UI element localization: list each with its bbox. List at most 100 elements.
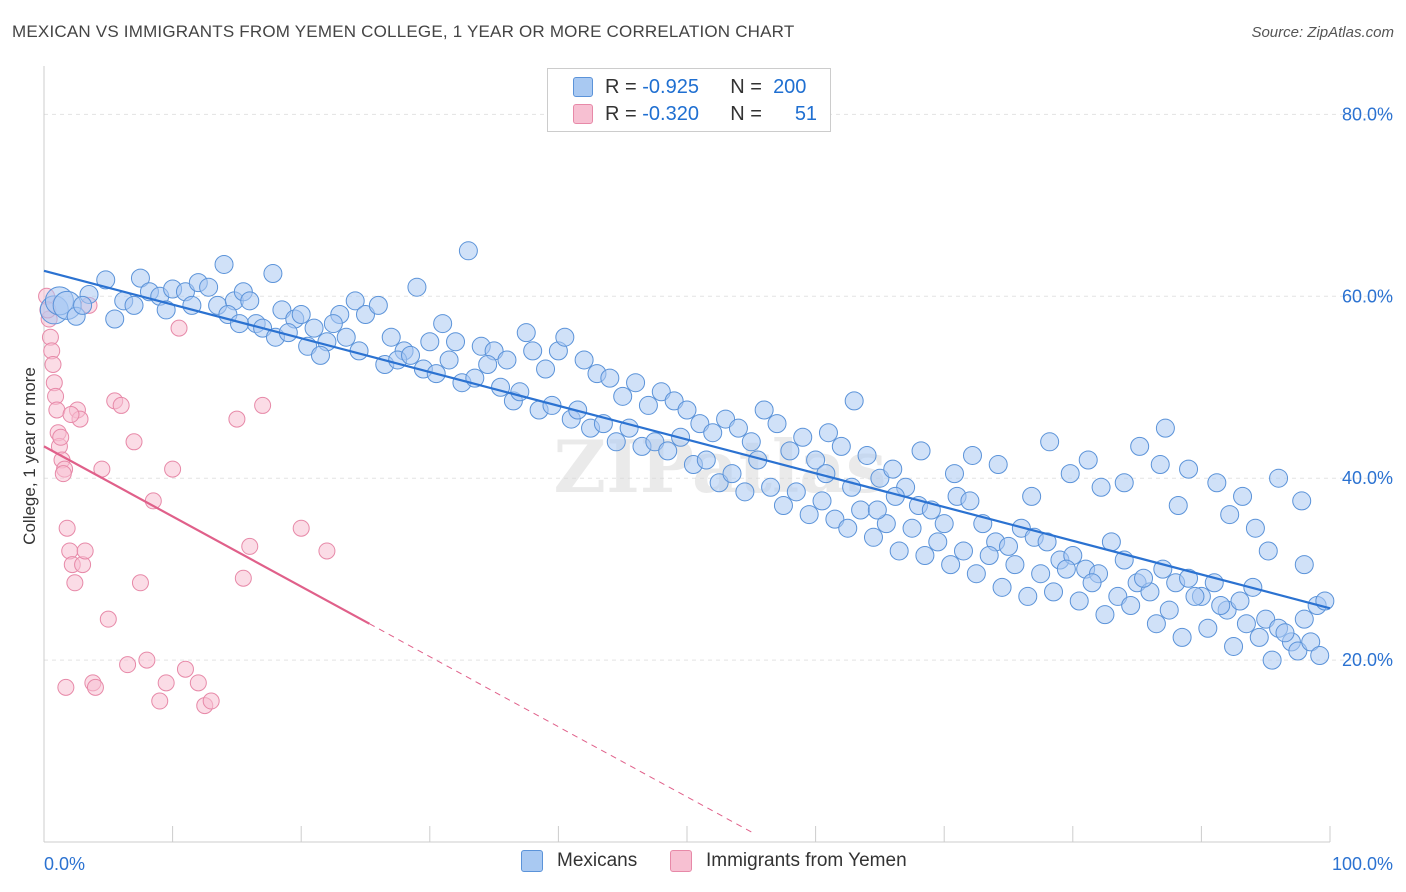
mexican-point	[1018, 586, 1038, 606]
mexican-point	[613, 386, 633, 406]
legend-item-mexicans: Mexicans	[521, 850, 637, 872]
mexican-point	[1159, 600, 1179, 620]
mexican-point	[1168, 495, 1188, 515]
mexican-point	[988, 455, 1008, 475]
legend-row-mexicans: R = -0.925 N = 200	[573, 74, 806, 100]
yemen-point	[44, 356, 62, 373]
mexican-point	[883, 459, 903, 479]
mexican-point	[953, 541, 973, 561]
yemen-point	[125, 433, 143, 451]
yemen-point	[57, 678, 75, 696]
mexican-point	[1031, 564, 1051, 584]
mexican-point	[214, 254, 234, 274]
mexican-point	[1294, 609, 1314, 629]
yemen-point	[157, 674, 175, 692]
mexican-point	[735, 482, 755, 502]
mexican-point	[992, 577, 1012, 597]
yemen-point	[138, 651, 156, 669]
mexican-point	[156, 300, 176, 320]
yemen-point	[241, 537, 259, 555]
mexican-point	[105, 309, 125, 329]
chart-title: MEXICAN VS IMMIGRANTS FROM YEMEN COLLEGE…	[12, 22, 795, 41]
mexican-point	[304, 318, 324, 338]
legend-r-label: R =	[605, 75, 637, 98]
mexican-point	[677, 400, 697, 420]
yemen-point	[54, 465, 72, 483]
mexican-point	[1230, 591, 1250, 611]
mexican-point	[1185, 586, 1205, 606]
yemen-point	[234, 569, 252, 587]
mexican-point	[1037, 532, 1057, 552]
gridlines	[44, 113, 1392, 661]
legend-r-label: R =	[605, 102, 637, 125]
mexican-point	[199, 277, 219, 297]
mexican-point	[606, 432, 626, 452]
mexican-point	[831, 436, 851, 456]
mexican-point	[960, 491, 980, 511]
legend-n-label: N =	[730, 75, 762, 98]
mexican-point	[979, 546, 999, 565]
mexican-point	[962, 445, 982, 465]
mexican-point	[1292, 491, 1312, 511]
yemen-trend-extension	[369, 623, 752, 833]
mexican-point	[928, 532, 948, 552]
mexican-point	[1091, 477, 1111, 497]
mexican-point	[1121, 596, 1141, 616]
legend-r-value: -0.925	[642, 75, 699, 98]
mexican-point	[1211, 596, 1231, 616]
yemen-swatch	[573, 104, 593, 124]
mexican-point	[889, 541, 909, 561]
mexican-point	[780, 441, 800, 461]
yemen-point	[202, 692, 220, 710]
yemen-point	[66, 574, 84, 592]
mexican-point	[934, 514, 954, 534]
mexican-point	[767, 414, 787, 434]
mexicans-swatch	[573, 77, 593, 97]
y-tick-label: 80.0%	[1342, 104, 1393, 124]
mexican-point	[722, 464, 742, 484]
mexican-point	[806, 450, 826, 470]
mexican-point	[1224, 636, 1244, 656]
mexican-point	[658, 441, 678, 461]
yemen-point	[170, 319, 188, 337]
yemen-point	[112, 396, 130, 414]
mexican-point	[863, 527, 883, 547]
mexican-point	[1146, 614, 1166, 634]
mexican-point	[1288, 641, 1308, 661]
mexican-point	[902, 518, 922, 538]
mexican-point	[323, 314, 343, 334]
mexican-point	[818, 423, 838, 443]
mexican-point	[1233, 486, 1253, 506]
mexican-point	[291, 304, 311, 324]
mexican-point	[944, 464, 964, 484]
legend-n-label: N =	[730, 102, 762, 125]
mexican-point	[310, 345, 330, 365]
axes	[43, 66, 1331, 843]
mexican-point	[716, 409, 736, 429]
y-tick-label: 60.0%	[1342, 286, 1393, 306]
mexican-point	[761, 477, 781, 497]
mexican-point	[439, 350, 459, 370]
yemen-point	[189, 674, 207, 692]
mexican-point	[645, 432, 665, 452]
mexican-point	[911, 441, 931, 461]
yemen-point	[228, 410, 246, 428]
mexican-point	[1256, 609, 1276, 629]
mexican-point	[844, 391, 864, 411]
mexican-point	[1040, 432, 1060, 452]
yemen-point	[254, 396, 272, 414]
mexican-point	[381, 327, 401, 347]
mexican-point	[407, 277, 427, 297]
yemen-point	[62, 406, 80, 424]
mexican-point	[1294, 555, 1314, 575]
mexican-point	[124, 295, 144, 315]
mexican-point	[999, 536, 1018, 556]
mexican-point	[825, 509, 845, 529]
mexican-point	[754, 400, 774, 420]
yemen-trend-line	[43, 445, 370, 625]
mexican-point	[574, 350, 594, 370]
mexican-point	[536, 359, 556, 379]
mexican-point	[941, 555, 961, 575]
mexican-point	[1262, 650, 1282, 670]
series-legend: Mexicans Immigrants from Yemen	[0, 850, 1406, 878]
